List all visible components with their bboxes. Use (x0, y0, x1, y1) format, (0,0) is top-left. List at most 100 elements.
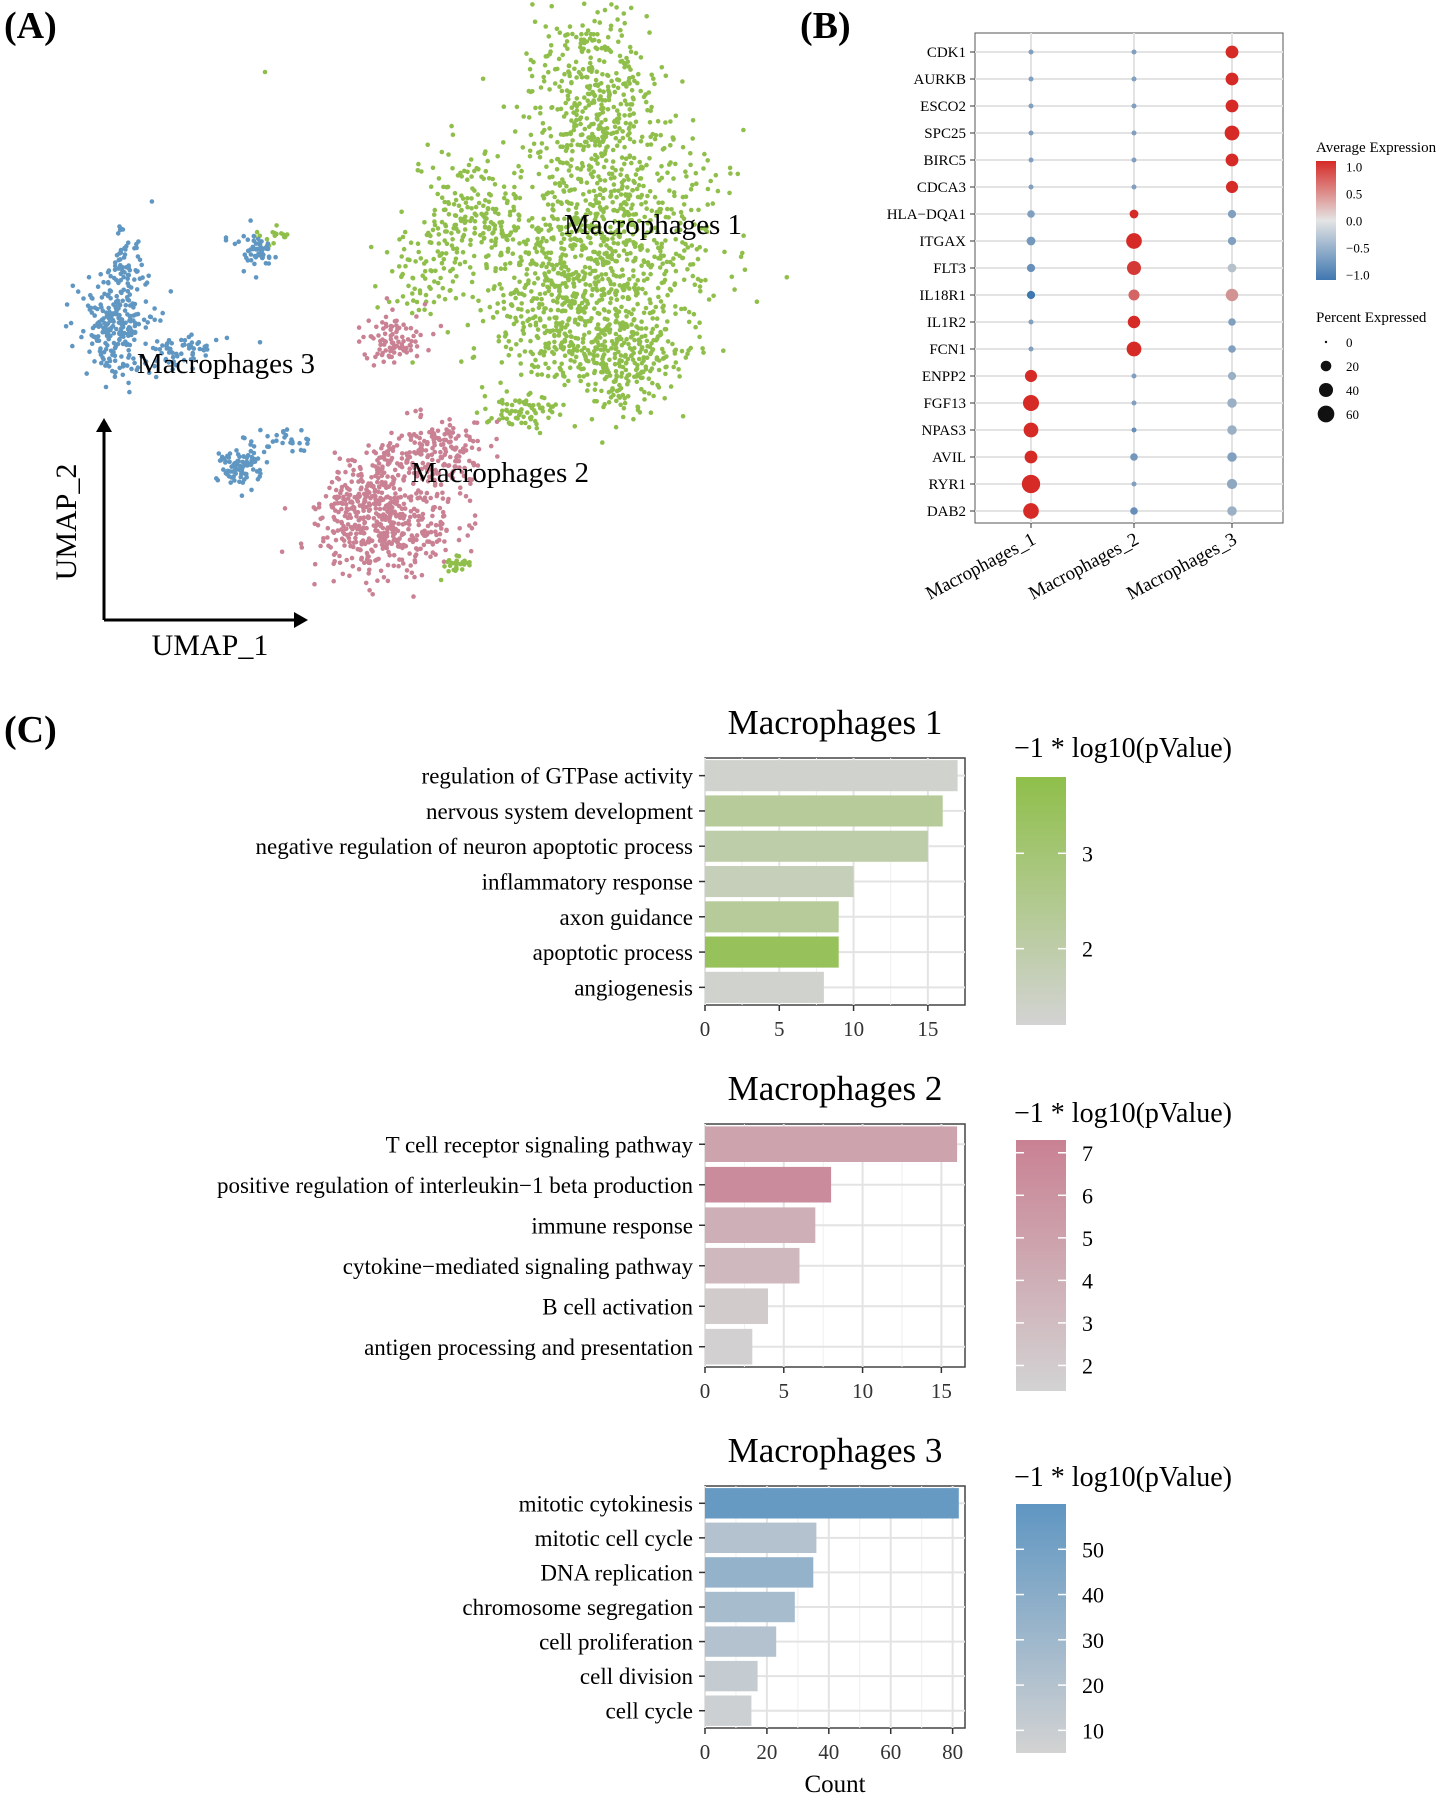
umap-cell-point (396, 503, 402, 509)
umap-cell-point (427, 474, 432, 480)
umap-cell-point (495, 301, 501, 306)
umap-cell-point (371, 363, 377, 368)
umap-cell-point (660, 200, 665, 206)
umap-cell-point (677, 227, 683, 233)
umap-cell-point (409, 339, 414, 344)
umap-cell-point (632, 244, 638, 249)
umap-cell-point (392, 511, 398, 516)
umap-cell-point (546, 345, 551, 351)
umap-cell-point (592, 249, 598, 255)
umap-cell-point (531, 261, 537, 266)
umap-cell-point (445, 184, 451, 190)
umap-cell-point (104, 330, 109, 336)
umap-cell-point (345, 532, 350, 538)
umap-cell-point (428, 521, 434, 526)
umap-cell-point (546, 340, 552, 346)
umap-cell-point (552, 359, 557, 365)
umap-cell-point (101, 349, 107, 355)
umap-cell-point (564, 88, 570, 93)
umap-cell-point (460, 196, 466, 201)
umap-cell-point (439, 219, 445, 225)
umap-cell-point (435, 191, 441, 197)
umap-cell-point (557, 293, 562, 299)
dotplot-dot (1126, 233, 1142, 249)
umap-cell-point (585, 230, 590, 236)
umap-cell-point (191, 356, 196, 362)
umap-cell-point (431, 331, 436, 337)
umap-cell-point (365, 491, 370, 497)
umap-cell-point (655, 285, 661, 291)
umap-cell-point (454, 445, 459, 451)
umap-cell-point (619, 267, 625, 273)
umap-cell-point (574, 96, 580, 101)
umap-cell-point (449, 560, 455, 566)
umap-cell-point (442, 229, 448, 234)
umap-cell-point (608, 189, 614, 195)
umap-cell-point (635, 80, 640, 86)
umap-cell-point (345, 522, 351, 527)
dotplot-dot (1028, 157, 1034, 163)
umap-cell-point (437, 253, 443, 258)
umap-cell-point (504, 402, 510, 407)
umap-cell-point (428, 311, 433, 317)
umap-cell-point (472, 230, 478, 236)
umap-cell-point (475, 463, 481, 468)
umap-cell-point (404, 451, 409, 456)
umap-cell-point (489, 238, 494, 244)
umap-cell-point (692, 222, 697, 227)
umap-cell-point (615, 241, 621, 246)
legend-percent-tick: 20 (1346, 359, 1359, 374)
umap-cell-point (540, 235, 546, 241)
umap-cell-point (457, 465, 462, 470)
umap-cell-point (505, 249, 511, 254)
umap-cell-point (377, 506, 383, 512)
umap-cell-point (430, 507, 436, 513)
umap-cell-point (608, 27, 613, 32)
umap-cell-point (569, 105, 575, 110)
umap-cell-point (362, 499, 368, 504)
umap-cell-point (343, 510, 349, 515)
umap-cell-point (482, 151, 488, 156)
dotplot-dot (1131, 427, 1137, 433)
dotplot-dot (1131, 481, 1137, 487)
umap-cell-point (670, 341, 675, 347)
umap-cell-point (627, 154, 633, 160)
umap-cell-point (125, 281, 130, 286)
umap-cell-point (606, 309, 612, 315)
umap-cell-point (574, 108, 580, 113)
umap-cell-point (575, 219, 581, 225)
umap-cell-point (137, 257, 143, 263)
umap-cell-point (234, 448, 239, 453)
dotplot-gene-label: CDK1 (927, 45, 966, 61)
go-term-label: angiogenesis (574, 975, 693, 1000)
go-x-tick-label: 20 (756, 1740, 777, 1764)
umap-cell-point (375, 479, 380, 485)
go-term-label: DNA replication (540, 1560, 693, 1585)
go-x-tick-label: 10 (843, 1017, 864, 1041)
umap-cell-point (458, 208, 464, 213)
umap-cell-point (439, 526, 444, 531)
umap-cell-point (430, 457, 435, 463)
umap-cell-point (115, 298, 121, 304)
umap-cell-point (366, 571, 372, 576)
umap-cell-point (631, 97, 636, 102)
umap-cell-point (413, 259, 418, 264)
umap-cell-point (235, 452, 241, 457)
umap-cell-point (589, 293, 595, 298)
umap-cell-point (371, 484, 376, 490)
umap-cell-point (454, 274, 459, 279)
umap-cell-point (383, 348, 389, 353)
umap-cell-point (401, 246, 407, 252)
umap-cell-point (587, 60, 593, 66)
umap-cell-point (631, 124, 637, 129)
umap-cell-point (715, 188, 721, 194)
dotplot-gene-label: CDCA3 (917, 180, 966, 196)
go-colorbar-tick-label: 10 (1082, 1718, 1104, 1743)
umap-cell-point (604, 365, 609, 370)
umap-cell-point (567, 365, 573, 371)
umap-cell-point (668, 143, 673, 148)
umap-cell-point (572, 66, 577, 72)
umap-cell-point (149, 199, 155, 204)
umap-cell-point (363, 580, 369, 586)
umap-cell-point (648, 351, 653, 357)
